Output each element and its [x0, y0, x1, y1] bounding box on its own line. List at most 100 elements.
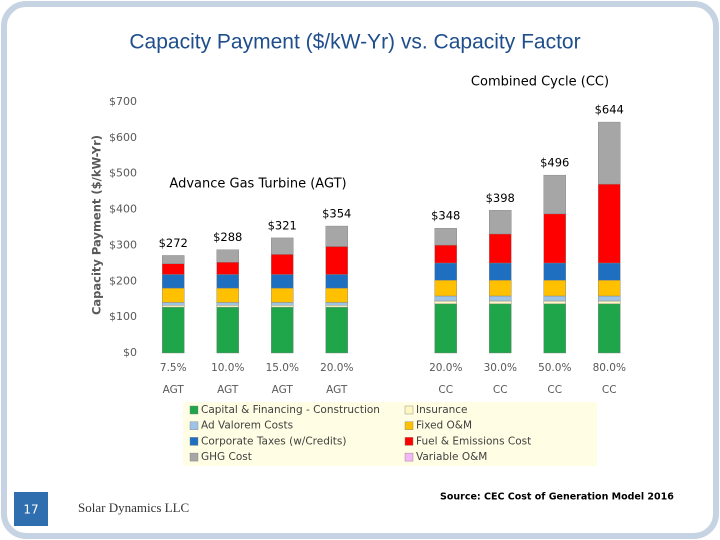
x-tick-label: 10.0% [211, 362, 244, 374]
legend-label: Insurance [416, 404, 468, 416]
slide-number-box [14, 492, 48, 526]
bar-segment [216, 249, 239, 263]
legend-label: Ad Valorem Costs [201, 420, 293, 432]
bar-segment [325, 305, 348, 308]
x-group-label: CC [438, 384, 453, 396]
bar-segment [434, 228, 457, 246]
x-group-label: CC [493, 384, 508, 396]
legend-label: Fuel & Emissions Cost [416, 435, 531, 447]
bar-segment [598, 303, 621, 354]
bar-segment [325, 306, 348, 354]
total-label: $348 [431, 209, 460, 223]
source: Source: CEC Cost of Generation Model 201… [440, 492, 674, 503]
y-tick-label: $200 [109, 274, 137, 287]
bar-segment [434, 303, 457, 354]
bar-segment [162, 306, 185, 354]
legend-swatch [404, 452, 414, 462]
bar-segment [162, 302, 185, 306]
bar-segment [598, 280, 621, 297]
bar-segment [271, 287, 294, 303]
legend-swatch [189, 437, 199, 446]
legend-swatch [189, 405, 199, 415]
total-label: $496 [540, 156, 569, 170]
bar-segment [271, 254, 294, 275]
bar-segment [489, 303, 512, 354]
x-tick-label: 30.0% [484, 362, 517, 374]
legend-box [183, 402, 597, 466]
bar-segment [271, 237, 294, 255]
y-tick-label: $600 [109, 131, 137, 144]
legend-swatch [189, 421, 199, 430]
x-tick-label: 50.0% [538, 362, 571, 374]
bar-segment [598, 300, 621, 305]
bar-segment [543, 262, 566, 281]
bar-segment [489, 295, 512, 302]
x-tick-label: 20.0% [429, 362, 462, 374]
slide-number: 17 [23, 503, 38, 517]
bar-segment [162, 263, 185, 275]
bar-segment [489, 280, 512, 297]
bar-segment [434, 295, 457, 302]
bar-segment [216, 306, 239, 354]
legend-label: GHG Cost [201, 451, 252, 463]
y-tick-label: $500 [109, 167, 137, 180]
x-tick-label: 20.0% [320, 362, 353, 374]
bar-segment [434, 300, 457, 305]
y-tick-label: $700 [109, 95, 137, 108]
bar-segment [162, 305, 185, 308]
annotation: Advance Gas Turbine (AGT) [169, 177, 346, 192]
x-tick-label: 80.0% [593, 362, 626, 374]
bar-segment [543, 300, 566, 305]
x-group-label: CC [547, 384, 562, 396]
bar-segment [325, 287, 348, 303]
legend-label: Variable O&M [416, 451, 487, 463]
x-group-label: CC [602, 384, 617, 396]
bar-segment [598, 121, 621, 185]
y-axis-label: Capacity Payment ($/kW-Yr) [90, 135, 104, 315]
bar-segment [216, 262, 239, 275]
x-tick-label: 7.5% [160, 362, 187, 374]
legend-swatch [404, 437, 414, 446]
bar-segment [598, 183, 621, 264]
bar-segment [325, 225, 348, 247]
legend-swatch [404, 405, 414, 415]
legend-swatch [404, 421, 414, 430]
bar-segment [325, 246, 348, 275]
bar-segment [543, 280, 566, 297]
x-group-label: AGT [326, 384, 348, 396]
bar-segment [489, 300, 512, 305]
x-group-label: AGT [217, 384, 239, 396]
annotation: Combined Cycle (CC) [471, 75, 609, 90]
legend-label: Corporate Taxes (w/Credits) [201, 435, 346, 447]
bar-segment [489, 262, 512, 281]
bar-segment [489, 210, 512, 235]
legend-label: Fixed O&M [416, 420, 472, 432]
total-label: $398 [486, 191, 515, 205]
bar-segment [434, 262, 457, 281]
bar-segment [271, 302, 294, 306]
y-tick-label: $0 [123, 346, 137, 359]
bar-segment [325, 274, 348, 289]
bar-segment [543, 213, 566, 264]
total-label: $288 [213, 230, 242, 244]
bar-segment [543, 303, 566, 354]
bar-segment [162, 287, 185, 303]
x-group-label: AGT [163, 384, 185, 396]
bar-segment [271, 305, 294, 308]
bar-segment [598, 295, 621, 302]
bar-segment [598, 262, 621, 281]
total-label: $644 [595, 103, 624, 117]
bar-segment [162, 255, 185, 264]
x-group-label: AGT [272, 384, 294, 396]
footer: Solar Dynamics LLC [78, 500, 189, 515]
x-tick-label: 15.0% [266, 362, 299, 374]
bar-segment [543, 174, 566, 215]
bar-segment [162, 274, 185, 289]
bar-segment [434, 280, 457, 297]
bar-segment [434, 244, 457, 264]
bar-segment [216, 287, 239, 303]
total-label: $272 [159, 236, 188, 250]
y-tick-label: $100 [109, 310, 137, 323]
bar-segment [271, 274, 294, 289]
